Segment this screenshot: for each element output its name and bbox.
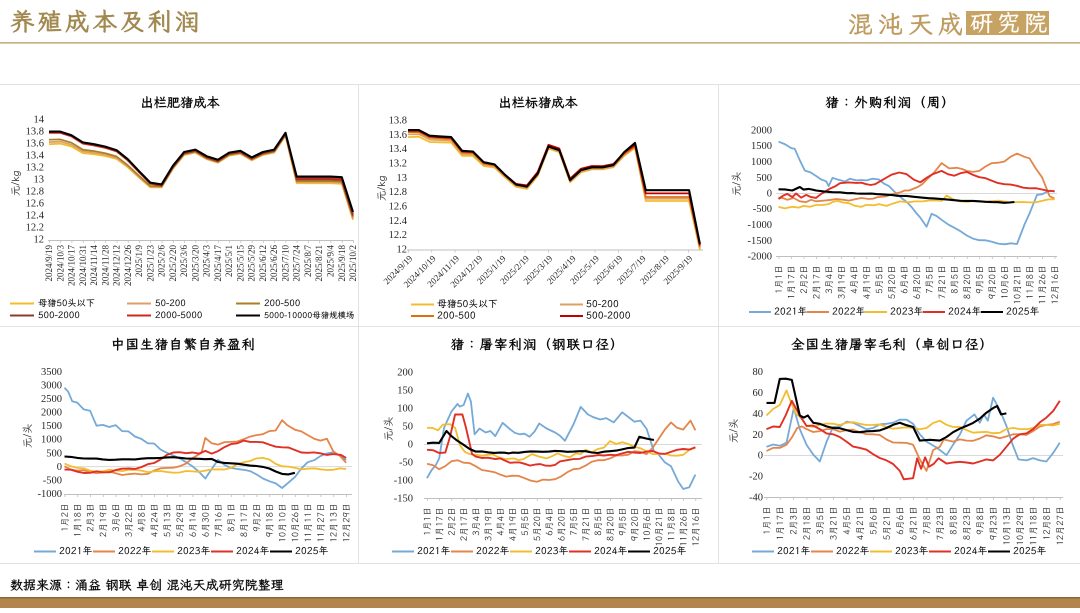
svg-text:3500: 3500: [41, 367, 62, 378]
svg-text:2025/7/10: 2025/7/10: [281, 245, 291, 282]
svg-text:13.4: 13.4: [26, 151, 45, 162]
svg-text:500: 500: [756, 173, 772, 184]
svg-text:-1000: -1000: [748, 220, 773, 231]
svg-text:2024/11/14: 2024/11/14: [89, 245, 99, 286]
svg-text:12.4: 12.4: [26, 211, 45, 222]
svg-text:12.8: 12.8: [389, 187, 407, 198]
svg-text:60: 60: [753, 388, 764, 399]
svg-text:2025/9/4: 2025/9/4: [326, 245, 336, 278]
svg-text:0: 0: [758, 451, 763, 462]
svg-text:12: 12: [397, 245, 408, 256]
svg-text:1500: 1500: [41, 421, 62, 432]
svg-text:2025/10/2: 2025/10/2: [348, 245, 358, 282]
svg-text:2025/2/20: 2025/2/20: [168, 245, 178, 282]
svg-text:13.8: 13.8: [26, 127, 44, 138]
svg-text:0: 0: [408, 440, 413, 451]
svg-text:2025/3/6: 2025/3/6: [179, 245, 189, 278]
svg-text:2025/5/29: 2025/5/29: [247, 245, 257, 282]
svg-text:40: 40: [753, 409, 764, 420]
svg-text:2024/12/12: 2024/12/12: [112, 245, 122, 286]
svg-text:12: 12: [34, 235, 45, 246]
svg-text:2500: 2500: [41, 394, 62, 405]
svg-text:12.8: 12.8: [26, 187, 44, 198]
svg-text:80: 80: [753, 367, 764, 378]
svg-text:-150: -150: [394, 494, 413, 505]
svg-text:2025/7/24: 2025/7/24: [292, 245, 302, 282]
svg-text:2024/12/26: 2024/12/26: [123, 245, 133, 287]
svg-text:-500: -500: [753, 204, 772, 215]
svg-text:2025/4/3: 2025/4/3: [202, 245, 212, 278]
svg-text:13.2: 13.2: [389, 159, 407, 170]
svg-text:150: 150: [397, 386, 413, 397]
svg-text:2025/6/26: 2025/6/26: [269, 245, 279, 282]
svg-text:1500: 1500: [751, 141, 772, 152]
svg-text:200: 200: [397, 368, 413, 379]
svg-text:12.6: 12.6: [389, 202, 407, 213]
svg-text:12.2: 12.2: [389, 230, 407, 241]
svg-text:-500: -500: [43, 475, 62, 486]
svg-text:2024/10/31: 2024/10/31: [78, 245, 88, 286]
svg-text:2025/8/21: 2025/8/21: [314, 245, 324, 282]
svg-text:0: 0: [767, 189, 772, 200]
svg-text:2025/8/7: 2025/8/7: [303, 245, 313, 278]
svg-text:-100: -100: [394, 476, 413, 487]
svg-text:50: 50: [403, 422, 414, 433]
svg-text:-40: -40: [749, 493, 763, 504]
svg-text:-1500: -1500: [748, 236, 773, 247]
svg-text:0: 0: [57, 462, 62, 473]
svg-text:2025/3/20: 2025/3/20: [190, 245, 200, 282]
svg-text:-2000: -2000: [748, 252, 773, 263]
svg-text:2025/2/6: 2025/2/6: [157, 245, 167, 278]
svg-text:2024/9/19: 2024/9/19: [44, 245, 54, 282]
svg-text:20: 20: [753, 430, 764, 441]
svg-text:500: 500: [46, 448, 62, 459]
svg-text:2025/9/18: 2025/9/18: [337, 245, 347, 282]
svg-text:13: 13: [397, 173, 408, 184]
svg-text:2025/5/15: 2025/5/15: [235, 245, 245, 282]
svg-text:12.4: 12.4: [389, 216, 408, 227]
svg-text:100: 100: [397, 404, 413, 415]
svg-text:13: 13: [34, 175, 45, 186]
svg-text:2025/6/12: 2025/6/12: [258, 245, 268, 282]
svg-text:2024/11/28: 2024/11/28: [100, 245, 110, 286]
svg-text:13.6: 13.6: [389, 130, 407, 141]
svg-text:2025/1/9: 2025/1/9: [134, 245, 144, 278]
svg-text:13.2: 13.2: [26, 163, 44, 174]
svg-text:2025/1/23: 2025/1/23: [145, 245, 155, 282]
svg-text:2025/5/1: 2025/5/1: [224, 245, 234, 277]
svg-text:2024/10/3: 2024/10/3: [55, 245, 65, 282]
svg-text:-50: -50: [399, 458, 413, 469]
svg-text:1000: 1000: [41, 435, 62, 446]
svg-text:2000: 2000: [41, 408, 62, 419]
svg-text:-20: -20: [749, 472, 763, 483]
svg-text:2000: 2000: [751, 126, 772, 137]
svg-text:-1000: -1000: [38, 489, 63, 500]
svg-text:12.2: 12.2: [26, 223, 44, 234]
svg-text:13.6: 13.6: [26, 139, 44, 150]
svg-text:14: 14: [34, 115, 45, 126]
svg-text:2024/10/17: 2024/10/17: [67, 245, 77, 287]
svg-text:13.8: 13.8: [389, 115, 407, 126]
svg-text:13.4: 13.4: [389, 144, 408, 155]
svg-text:3000: 3000: [41, 381, 62, 392]
svg-text:12.6: 12.6: [26, 199, 44, 210]
svg-text:1000: 1000: [751, 157, 772, 168]
svg-text:2025/4/17: 2025/4/17: [213, 245, 223, 282]
